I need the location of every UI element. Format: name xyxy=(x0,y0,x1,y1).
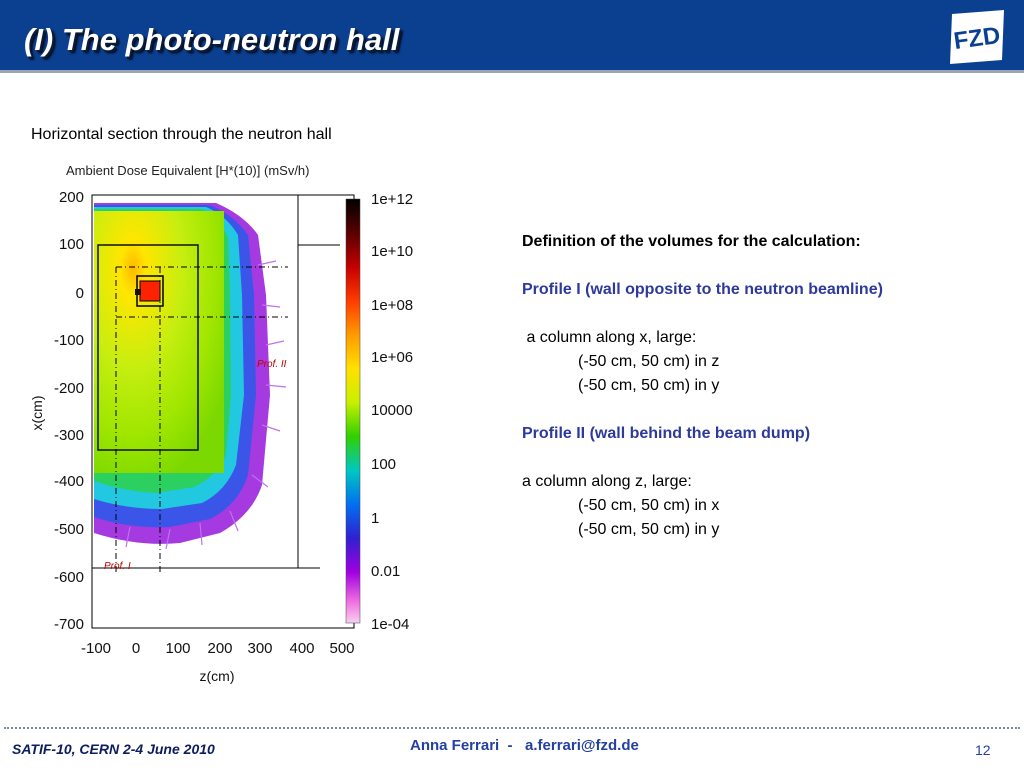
plot-subtitle: Horizontal section through the neutron h… xyxy=(31,126,332,143)
slide-title: (I) The photo-neutron hall xyxy=(24,22,400,57)
y-tick: -100 xyxy=(54,332,84,349)
footer-author: Anna Ferrari - a.ferrari@fzd.de xyxy=(410,737,639,754)
x-axis-label: z(cm) xyxy=(200,668,235,684)
y-tick: -700 xyxy=(54,616,84,633)
y-axis-label: x(cm) xyxy=(30,396,45,431)
x-axis: -100 0 100 200 300 400 500 xyxy=(81,640,355,657)
header-bar: (I) The photo-neutron hall FZD xyxy=(0,0,1024,70)
profile-1-desc: a column along x, large: xyxy=(522,329,697,346)
header-divider xyxy=(0,70,1024,73)
profile-2-label: Prof. II xyxy=(257,359,287,370)
profile-1-label: Prof. I xyxy=(104,561,131,572)
y-tick: 100 xyxy=(59,236,84,253)
y-tick: 200 xyxy=(59,189,84,206)
y-tick: -500 xyxy=(54,521,84,538)
profile-2-x-range: (-50 cm, 50 cm) in x xyxy=(578,497,720,514)
colorbar-tick: 100 xyxy=(371,456,396,473)
dose-fringe-spikes xyxy=(125,260,287,550)
fzd-logo-text: FZD xyxy=(952,22,1002,55)
profile-2-y-range: (-50 cm, 50 cm) in y xyxy=(578,521,720,538)
x-tick: 200 xyxy=(207,640,232,657)
y-tick: -300 xyxy=(54,427,84,444)
page-number: 12 xyxy=(975,742,991,758)
profile-2-desc: a column along z, large: xyxy=(522,473,692,490)
colorbar-tick: 1e-04 xyxy=(371,616,409,633)
colorbar-tick: 1e+10 xyxy=(371,243,413,260)
colorbar xyxy=(345,198,361,624)
profile-1-z-range: (-50 cm, 50 cm) in z xyxy=(578,353,720,370)
x-tick: 100 xyxy=(165,640,190,657)
source-box-inner xyxy=(139,280,161,302)
footer-conference: SATIF-10, CERN 2-4 June 2010 xyxy=(12,741,215,757)
colorbar-ticks: 1e+12 1e+10 1e+08 1e+06 10000 100 1 0.01… xyxy=(371,191,413,633)
plot-title: Ambient Dose Equivalent [H*(10)] (mSv/h) xyxy=(66,163,309,178)
fzd-logo: FZD xyxy=(950,10,1004,64)
y-tick: -400 xyxy=(54,473,84,490)
source-core xyxy=(135,289,141,295)
colorbar-tick: 1 xyxy=(371,510,379,527)
profile-2-bounds xyxy=(116,266,288,318)
x-tick: 0 xyxy=(132,640,140,657)
x-tick: 300 xyxy=(247,640,272,657)
colorbar-tick: 0.01 xyxy=(371,563,400,580)
profile-1-y-range: (-50 cm, 50 cm) in y xyxy=(578,377,720,394)
hall-wall xyxy=(97,244,199,451)
dose-heatmap: Ambient Dose Equivalent [H*(10)] (mSv/h) xyxy=(30,155,430,695)
profile-2-title: Profile II (wall behind the beam dump) xyxy=(522,425,811,442)
definitions-heading: Definition of the volumes for the calcul… xyxy=(522,233,861,250)
profile-1-title: Profile I (wall opposite to the neutron … xyxy=(522,281,883,298)
colorbar-tick: 1e+12 xyxy=(371,191,413,208)
x-tick: -100 xyxy=(81,640,111,657)
heatmap-svg: Ambient Dose Equivalent [H*(10)] (mSv/h) xyxy=(30,163,413,684)
volume-definitions: Definition of the volumes for the calcul… xyxy=(522,230,1002,542)
y-axis: 200 100 0 -100 -200 -300 -400 -500 -600 … xyxy=(54,189,84,633)
x-tick: 500 xyxy=(329,640,354,657)
footer-divider xyxy=(4,727,1020,729)
colorbar-tick: 1e+08 xyxy=(371,297,413,314)
y-tick: 0 xyxy=(76,285,84,302)
y-tick: -200 xyxy=(54,380,84,397)
x-tick: 400 xyxy=(289,640,314,657)
dose-core xyxy=(94,211,224,473)
colorbar-tick: 10000 xyxy=(371,402,413,419)
colorbar-tick: 1e+06 xyxy=(371,349,413,366)
profile-1-bounds xyxy=(115,267,161,575)
y-tick: -600 xyxy=(54,569,84,586)
